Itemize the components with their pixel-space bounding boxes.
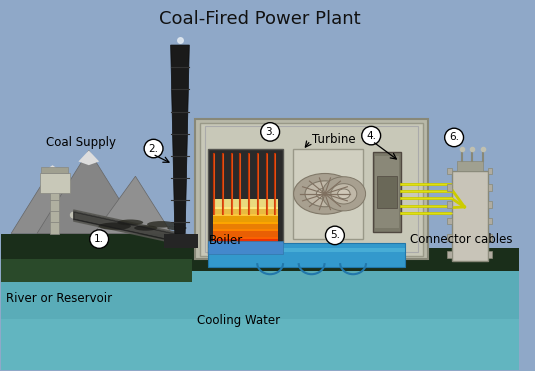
Ellipse shape	[147, 221, 175, 227]
Text: Coal-Fired Power Plant: Coal-Fired Power Plant	[159, 10, 361, 28]
Ellipse shape	[144, 139, 163, 158]
Ellipse shape	[322, 177, 365, 211]
Bar	[205, 127, 418, 252]
Bar	[377, 176, 397, 208]
Text: 6.: 6.	[449, 132, 459, 142]
Bar	[488, 251, 492, 257]
Text: Coal Supply: Coal Supply	[46, 137, 116, 150]
Bar	[213, 222, 278, 231]
Bar	[213, 237, 278, 246]
Bar	[373, 152, 401, 232]
Bar	[213, 244, 278, 254]
Text: Connector cables: Connector cables	[410, 233, 513, 246]
Ellipse shape	[305, 181, 345, 207]
Bar	[457, 161, 483, 171]
Bar	[50, 186, 59, 234]
Bar	[447, 234, 452, 241]
Ellipse shape	[316, 188, 333, 199]
Bar	[213, 199, 278, 209]
Bar	[41, 167, 68, 173]
Bar	[193, 248, 519, 270]
Text: 4.: 4.	[366, 131, 376, 141]
Polygon shape	[94, 176, 172, 234]
Text: Cooling Water: Cooling Water	[197, 314, 281, 327]
Bar	[1, 319, 519, 370]
Bar	[208, 243, 405, 267]
Text: 1.: 1.	[94, 234, 104, 244]
Ellipse shape	[261, 123, 280, 141]
Bar	[488, 184, 492, 191]
Ellipse shape	[98, 223, 131, 230]
Bar	[447, 251, 452, 257]
Ellipse shape	[90, 230, 109, 248]
Polygon shape	[171, 45, 189, 234]
Bar	[213, 207, 278, 216]
Bar	[200, 123, 423, 256]
Ellipse shape	[325, 226, 345, 244]
Ellipse shape	[294, 174, 356, 214]
Ellipse shape	[117, 220, 143, 226]
Bar	[488, 201, 492, 208]
Bar	[213, 214, 278, 224]
Ellipse shape	[134, 225, 157, 231]
Polygon shape	[11, 167, 99, 234]
Bar	[208, 247, 405, 252]
Bar	[376, 156, 399, 228]
Bar	[195, 119, 428, 259]
Text: Turbine: Turbine	[311, 133, 355, 146]
Text: 3.: 3.	[265, 127, 275, 137]
Bar	[1, 259, 193, 282]
Bar	[164, 234, 197, 248]
Bar	[447, 184, 452, 191]
Polygon shape	[37, 150, 141, 234]
Bar	[208, 241, 283, 254]
Bar	[208, 148, 283, 254]
Bar	[488, 218, 492, 224]
Ellipse shape	[445, 128, 463, 147]
Ellipse shape	[362, 127, 380, 145]
Text: 5.: 5.	[330, 230, 340, 240]
Polygon shape	[42, 165, 63, 176]
Bar	[452, 171, 488, 261]
Bar	[294, 148, 363, 239]
Bar	[447, 201, 452, 208]
Bar	[213, 229, 278, 239]
Bar	[488, 234, 492, 241]
Ellipse shape	[338, 189, 350, 199]
Polygon shape	[79, 150, 99, 165]
Text: River or Reservoir: River or Reservoir	[6, 292, 112, 305]
Bar	[1, 270, 519, 370]
Ellipse shape	[331, 184, 357, 204]
Bar	[40, 173, 70, 193]
Bar	[447, 168, 452, 174]
Bar	[1, 234, 193, 270]
Text: 2.: 2.	[149, 144, 158, 154]
Bar	[488, 168, 492, 174]
Text: Boiler: Boiler	[209, 234, 243, 247]
Bar	[447, 218, 452, 224]
Ellipse shape	[167, 226, 187, 230]
